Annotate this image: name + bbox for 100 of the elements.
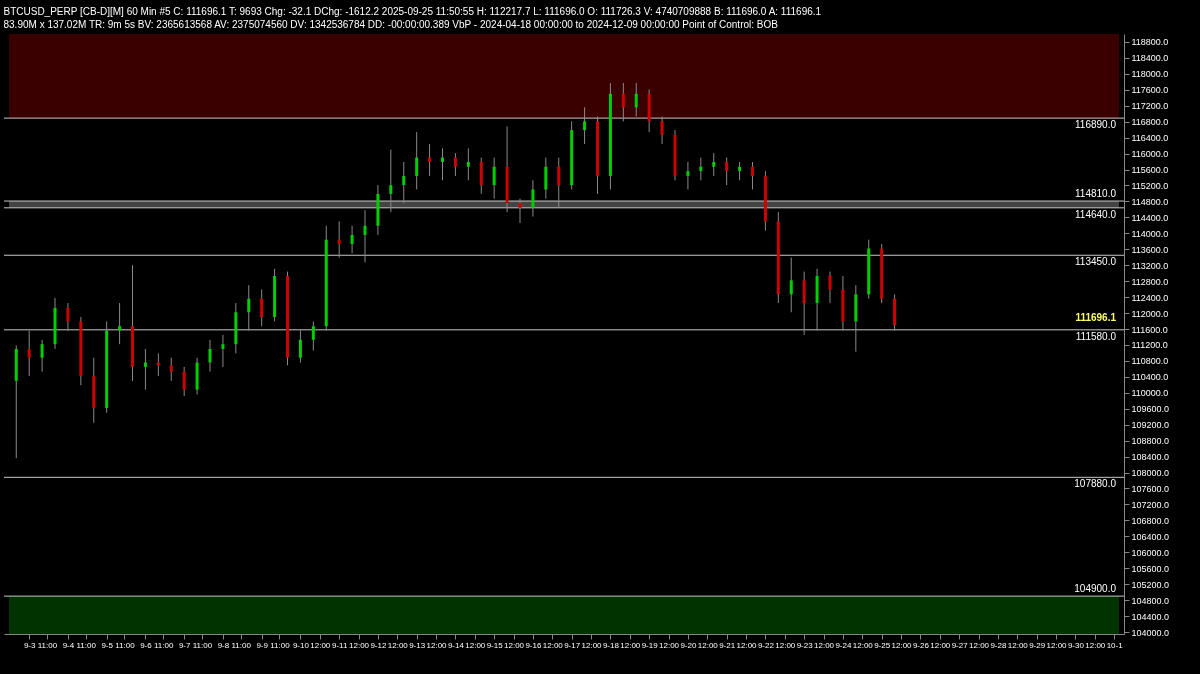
ref-line-label: 114810.0: [1075, 188, 1117, 200]
candlestick: [182, 366, 186, 397]
y-tick-label: 110000.0: [1131, 388, 1169, 399]
candlestick: [208, 339, 212, 373]
candlestick: [221, 334, 225, 368]
ref-line-label: 111580.0: [1075, 330, 1117, 342]
x-tick-label: 9-13: [409, 640, 426, 650]
x-tick-label: 9-27: [951, 640, 969, 650]
x-tick-label: 12:00: [659, 640, 680, 650]
y-tick-label: 112400.0: [1131, 292, 1169, 303]
x-tick-label: 9-22: [757, 640, 775, 650]
x-tick-label: 12:00: [504, 640, 525, 650]
y-tick-label: 112000.0: [1131, 308, 1169, 319]
candlestick: [402, 161, 406, 204]
candlestick: [531, 179, 535, 218]
ref-line-label: 116890.0: [1075, 119, 1117, 131]
y-tick-label: 118800.0: [1131, 37, 1169, 48]
y-tick-label: 106800.0: [1131, 515, 1170, 526]
candlestick: [828, 271, 832, 304]
ref-line-label: 114640.0: [1075, 208, 1117, 220]
candlestick: [621, 82, 625, 122]
x-tick-label: 11:00: [37, 640, 58, 650]
y-tick-label: 105600.0: [1131, 563, 1170, 574]
x-tick-label: 12:00: [1007, 640, 1029, 650]
chart-title: BTCUSD_PERP [CB-D][M] 60 Min #5 C: 111696.1 T: 9693 Chg: -32.1 DChg: -1612.2 2025-09-25 11:50:55 H: 112217.7 L: 111696.0 O: 111726.3 V: 4740709888 B: 111696.0 A: 111696.1 83.90M x 137.02M TR: 9m 5s BV: 2365613568 AV: 2375074560 DV: 1342536784 DD: -00:00:00.389 VbP - 2024-04-18 00:00:00 to 2024-12-09 00:00:00 Point of Control: BOB: [3, 6, 822, 30]
x-tick-label: 9-23: [796, 640, 814, 650]
y-tick-label: 113600.0: [1131, 244, 1169, 255]
candlestick: [311, 320, 315, 352]
y-tick-label: 117200.0: [1131, 101, 1169, 112]
x-tick-label: 9-26: [912, 640, 930, 650]
y-tick-label: 104400.0: [1131, 611, 1170, 622]
candlestick: [738, 161, 742, 181]
candlestick: [143, 348, 147, 391]
candlestick: [363, 209, 367, 263]
candlestick: [441, 147, 445, 181]
x-tick-label: 9-18: [602, 640, 620, 650]
x-tick-label: 9-30: [1067, 640, 1085, 650]
y-tick-label: 104000.0: [1131, 627, 1170, 638]
candlestick: [634, 82, 638, 118]
x-tick-label: 9-4: [62, 640, 75, 650]
candlestick: [544, 157, 548, 200]
candlestick: [169, 357, 173, 382]
y-tick-label: 114000.0: [1131, 228, 1169, 239]
y-tick-label: 115600.0: [1131, 165, 1169, 176]
y-tick-label: 109200.0: [1131, 420, 1170, 431]
y-tick-label: 118400.0: [1131, 53, 1169, 64]
candlestick: [66, 302, 70, 332]
x-tick-label: 9-3: [23, 640, 37, 650]
x-tick-label: 12:00: [969, 640, 990, 650]
candlestick: [686, 161, 690, 190]
x-tick-label: 9-11: [331, 640, 348, 650]
candlestick: [479, 157, 483, 195]
x-tick-label: 9-12: [370, 640, 387, 650]
x-tick-label: 10-1: [1106, 640, 1124, 650]
x-tick-label: 9-16: [525, 640, 542, 650]
x-tick-label: 12:00: [930, 640, 951, 650]
candlestick: [789, 257, 793, 313]
x-tick-label: 12:00: [426, 640, 448, 650]
y-tick-label: 107600.0: [1131, 483, 1170, 494]
candlestick: [751, 161, 754, 190]
x-tick-label: 9-9: [256, 640, 269, 650]
x-tick-label: 9-24: [835, 640, 852, 650]
ref-line-label: 113450.0: [1075, 256, 1117, 268]
y-tick-label: 114800.0: [1131, 196, 1169, 207]
candlestick: [247, 284, 251, 332]
ref-line-label: 104900.0: [1074, 583, 1117, 595]
x-tick-label: 11:00: [270, 640, 291, 650]
candlestick: [118, 302, 122, 345]
candlestick: [350, 225, 354, 254]
candlestick: [660, 116, 664, 145]
x-tick-label: 9-15: [486, 640, 504, 650]
x-tick-label: 9-25: [874, 640, 891, 650]
x-tick-label: 11:00: [76, 640, 97, 650]
y-tick-label: 110800.0: [1131, 356, 1169, 367]
x-tick-label: 12:00: [814, 640, 835, 650]
x-tick-label: 9-19: [641, 640, 659, 650]
x-tick-label: 12:00: [349, 640, 370, 650]
x-tick-label: 11:00: [153, 640, 174, 650]
x-tick-label: 11:00: [115, 640, 136, 650]
candlestick: [415, 131, 419, 190]
x-tick-label: 12:00: [852, 640, 874, 650]
x-tick-label: 12:00: [697, 640, 719, 650]
candlestick: [557, 157, 561, 209]
candlestick: [583, 106, 587, 145]
y-tick-label: 106400.0: [1131, 531, 1170, 542]
y-tick-label: 116800.0: [1131, 117, 1169, 128]
candlestick: [725, 157, 729, 186]
y-tick-label: 108800.0: [1131, 436, 1170, 447]
candlestick: [453, 152, 457, 177]
y-tick-label: 111600.0: [1131, 324, 1168, 335]
candlestick: [492, 157, 496, 200]
x-tick-label: 9-29: [1029, 640, 1046, 650]
x-tick-label: 12:00: [1046, 640, 1068, 650]
x-tick-label: 12:00: [891, 640, 913, 650]
candlestick: [260, 289, 264, 327]
y-tick-label: 109600.0: [1131, 404, 1170, 415]
y-tick-label: 116400.0: [1131, 133, 1169, 144]
candlestick: [337, 220, 341, 259]
candlestick: [428, 143, 432, 177]
candlestick: [298, 330, 302, 363]
